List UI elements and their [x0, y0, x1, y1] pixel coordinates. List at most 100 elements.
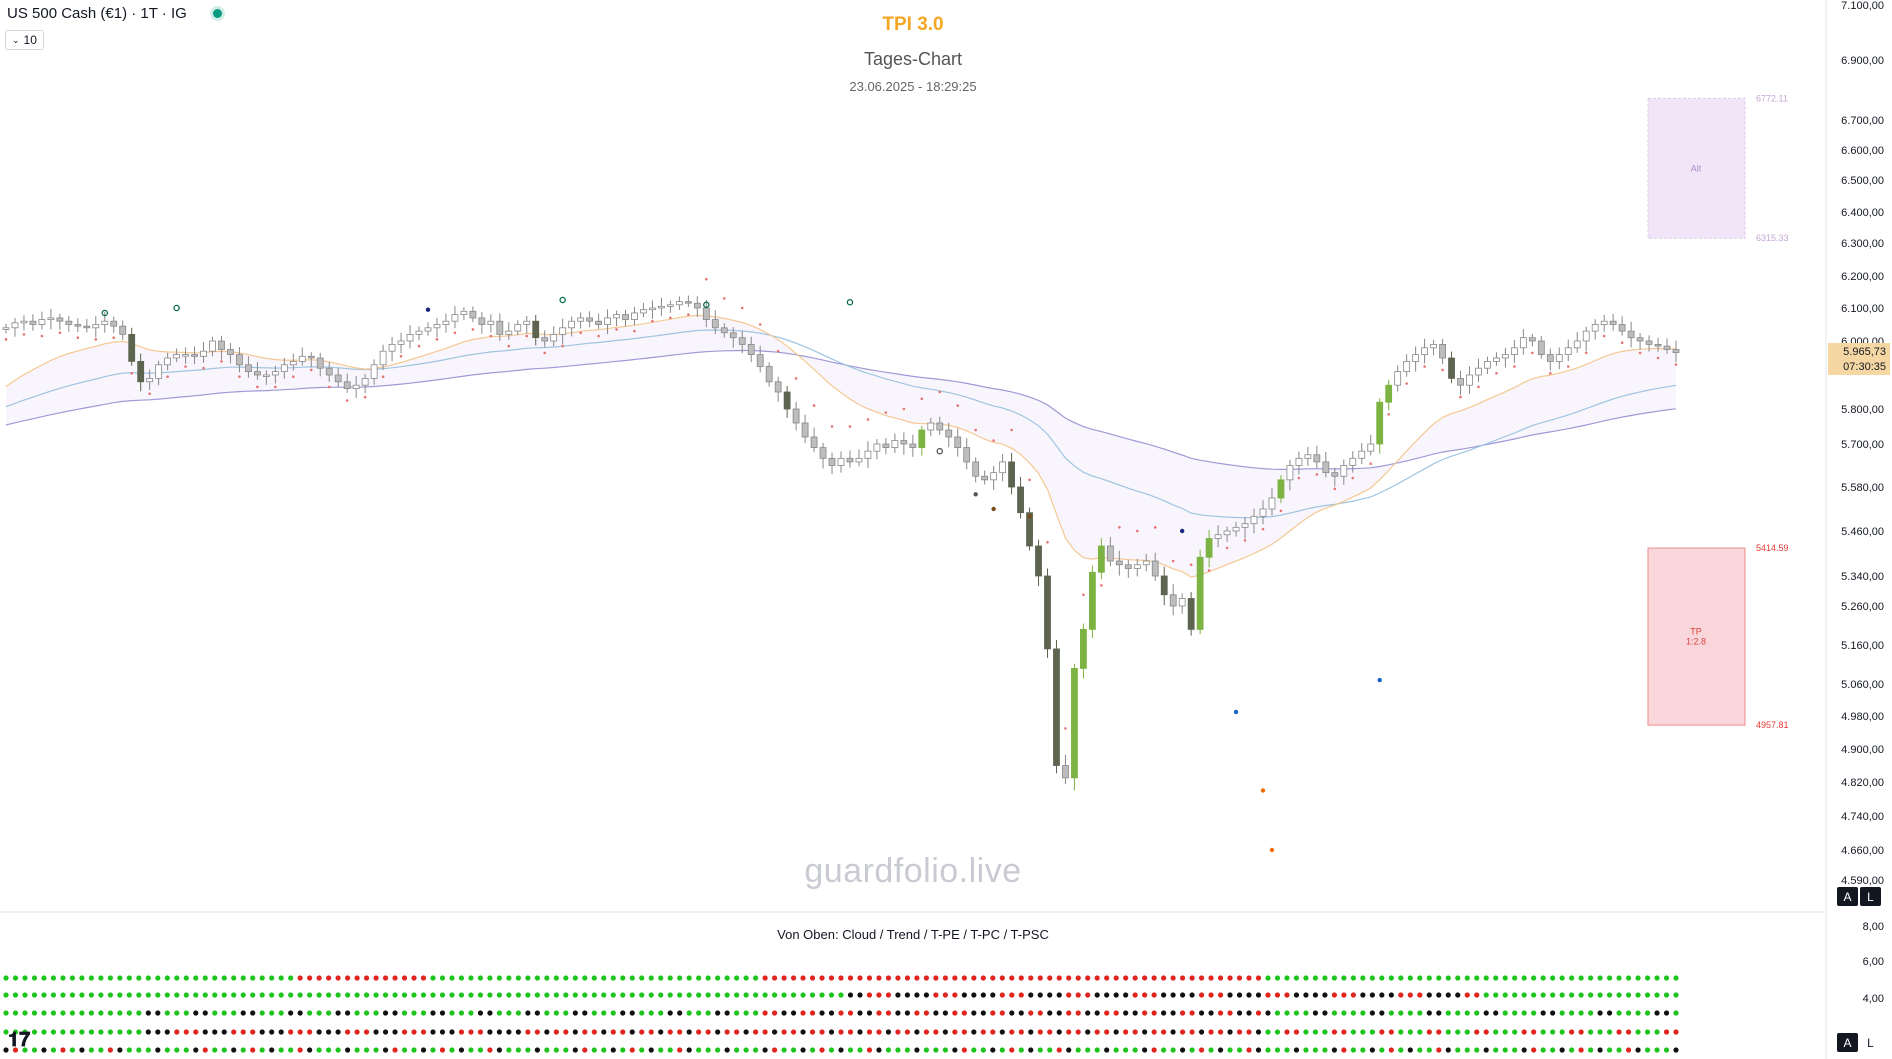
- indicator-dot: [1493, 975, 1499, 981]
- indicator-dot: [420, 1029, 427, 1035]
- indicator-dot: [762, 1029, 768, 1035]
- panel-auto-scale-button[interactable]: A: [1837, 1033, 1858, 1052]
- indicator-dot: [1578, 975, 1584, 981]
- indicator-dot: [1673, 1047, 1679, 1053]
- indicator-dot: [326, 1010, 332, 1016]
- indicator-dot: [1208, 975, 1214, 981]
- indicator-dot: [980, 975, 986, 981]
- indicator-dot: [639, 1047, 645, 1053]
- indicator-dot: [288, 975, 294, 981]
- indicator-dot: [1227, 975, 1233, 981]
- indicator-dot: [781, 1029, 787, 1035]
- indicator-dot: [1066, 1010, 1072, 1016]
- indicator-dot: [1113, 1029, 1119, 1035]
- tradingview-logo-icon[interactable]: 𝟏𝟕: [8, 1027, 31, 1051]
- candle-body: [1196, 556, 1204, 630]
- indicator-dot: [999, 992, 1005, 998]
- indicator-dot: [1094, 975, 1100, 981]
- indicator-dot: [1559, 1010, 1565, 1016]
- indicator-dot: [326, 992, 332, 998]
- indicator-dot: [648, 1029, 654, 1035]
- panel-log-scale-button[interactable]: L: [1860, 1033, 1881, 1052]
- indicator-dot: [866, 1010, 873, 1016]
- indicator-dot: [1284, 975, 1290, 981]
- candle-body: [1053, 648, 1060, 766]
- indicator-dot: [1379, 1010, 1385, 1016]
- candle-body: [1439, 343, 1446, 359]
- price-tick-label: 4.740,00: [1841, 811, 1884, 823]
- indicator-dot: [895, 1029, 901, 1035]
- indicator-dot: [1445, 1047, 1451, 1053]
- trailing-stop-dot: [830, 425, 834, 428]
- indicator-dot: [12, 975, 19, 981]
- indicator-dot: [705, 975, 711, 981]
- indicator-dot: [1170, 1047, 1176, 1053]
- indicator-dot: [183, 975, 189, 981]
- indicator-dot: [1474, 992, 1480, 998]
- candle-body: [918, 429, 926, 448]
- candle-body: [702, 307, 710, 320]
- candle-body: [29, 320, 37, 325]
- indicator-dot: [1047, 992, 1053, 998]
- indicator-dot: [1132, 1029, 1138, 1035]
- auto-scale-button[interactable]: A: [1837, 887, 1858, 906]
- indicator-dot: [1606, 992, 1613, 998]
- price-tick-label: 4.820,00: [1841, 777, 1884, 789]
- indicator-dot: [164, 1010, 170, 1016]
- indicator-dot: [923, 975, 929, 981]
- indicator-dot: [1550, 992, 1556, 998]
- trailing-stop-dot: [58, 331, 62, 335]
- symbol-header[interactable]: US 500 Cash (€1) · 1T · IG: [7, 5, 222, 22]
- indicator-dot: [98, 1010, 104, 1016]
- log-scale-button[interactable]: L: [1860, 887, 1881, 906]
- indicator-dot: [288, 1010, 294, 1016]
- indicator-dot: [885, 1047, 892, 1053]
- trailing-stop-dot: [651, 319, 654, 323]
- indicator-dot: [88, 975, 94, 981]
- signal-ring-marker: [703, 301, 710, 309]
- indicator-dot: [126, 975, 132, 981]
- indicator-dot: [1293, 1029, 1300, 1035]
- indicator-collapse-button[interactable]: ⌄ 10: [5, 30, 44, 50]
- trailing-stop-dot: [292, 375, 295, 379]
- trailing-stop-dot: [274, 385, 277, 389]
- indicator-dot: [1464, 1047, 1470, 1053]
- indicator-dot: [316, 992, 322, 998]
- indicator-dot: [1502, 1047, 1508, 1053]
- indicator-dot: [354, 1029, 360, 1035]
- candle-body: [1035, 545, 1042, 577]
- indicator-dot: [800, 1010, 806, 1016]
- candle-body: [532, 320, 540, 339]
- indicator-dot: [1047, 1010, 1053, 1016]
- signal-dot-marker: [1027, 514, 1032, 519]
- indicator-dot: [1483, 1010, 1489, 1016]
- indicator-dot: [1635, 992, 1641, 998]
- indicator-dot: [335, 1010, 341, 1016]
- indicator-dot: [496, 1047, 503, 1053]
- candle-body: [514, 324, 522, 332]
- indicator-dot: [344, 1029, 351, 1035]
- trailing-stop-dot: [381, 375, 385, 379]
- trailing-stop-dot: [327, 385, 331, 389]
- trailing-stop-dot: [1566, 365, 1570, 368]
- candle-body: [1573, 340, 1581, 349]
- indicator-dot: [1512, 1029, 1518, 1035]
- indicator-dot: [1635, 1029, 1641, 1035]
- indicator-dot: [269, 1047, 275, 1053]
- indicator-dot: [1094, 1047, 1100, 1053]
- candle-body: [469, 310, 477, 319]
- trailing-stop-dot: [256, 385, 259, 389]
- candle-body: [936, 422, 944, 431]
- indicator-dot: [1474, 1047, 1480, 1053]
- indicator-dot: [1654, 1047, 1660, 1053]
- indicator-dot: [231, 1047, 237, 1053]
- indicator-dot: [1521, 1010, 1527, 1016]
- indicator-dot: [1246, 975, 1252, 981]
- indicator-dot: [326, 1029, 332, 1035]
- candle-body: [541, 337, 549, 342]
- indicator-dot: [885, 992, 892, 998]
- indicator-dot: [762, 1047, 768, 1053]
- candle-body: [1106, 545, 1114, 562]
- indicator-dot: [430, 1010, 436, 1016]
